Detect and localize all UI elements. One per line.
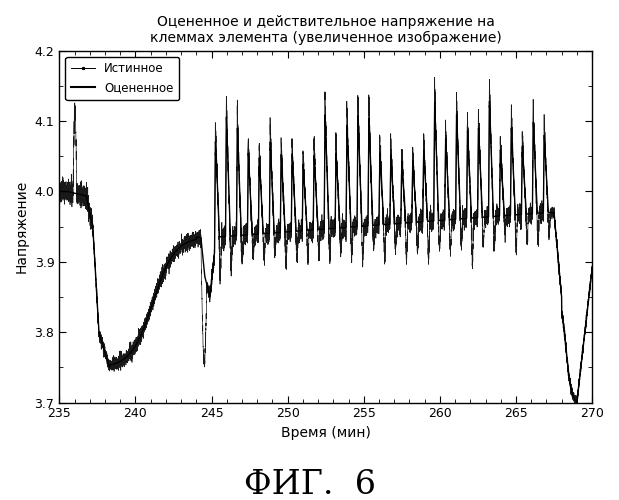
- Истинное: [56, 180, 63, 186]
- Оцененное: [140, 326, 147, 332]
- Title: Оцененное и действительное напряжение на
клеммах элемента (увеличенное изображен: Оцененное и действительное напряжение на…: [150, 15, 501, 46]
- Оцененное: [573, 400, 581, 406]
- Оцененное: [537, 210, 544, 216]
- Line: Оцененное: Оцененное: [59, 102, 592, 403]
- Истинное: [177, 244, 184, 250]
- Истинное: [573, 403, 581, 409]
- Оцененное: [176, 244, 183, 250]
- Text: ФИГ.  6: ФИГ. 6: [243, 469, 376, 500]
- Оцененное: [588, 266, 595, 272]
- Истинное: [256, 164, 264, 170]
- Y-axis label: Напряжение: Напряжение: [15, 180, 29, 273]
- Истинное: [431, 74, 438, 80]
- Истинное: [537, 208, 544, 214]
- Истинное: [180, 241, 187, 247]
- Line: Истинное: Истинное: [59, 78, 592, 406]
- Оцененное: [177, 244, 184, 250]
- X-axis label: Время (мин): Время (мин): [281, 426, 371, 440]
- Оцененное: [180, 242, 187, 248]
- Legend: Истинное, Оцененное: Истинное, Оцененное: [65, 56, 180, 100]
- Истинное: [140, 320, 147, 326]
- Оцененное: [256, 170, 264, 176]
- Оцененное: [56, 188, 63, 194]
- Истинное: [588, 266, 595, 272]
- Оцененное: [486, 98, 493, 104]
- Истинное: [176, 249, 183, 255]
